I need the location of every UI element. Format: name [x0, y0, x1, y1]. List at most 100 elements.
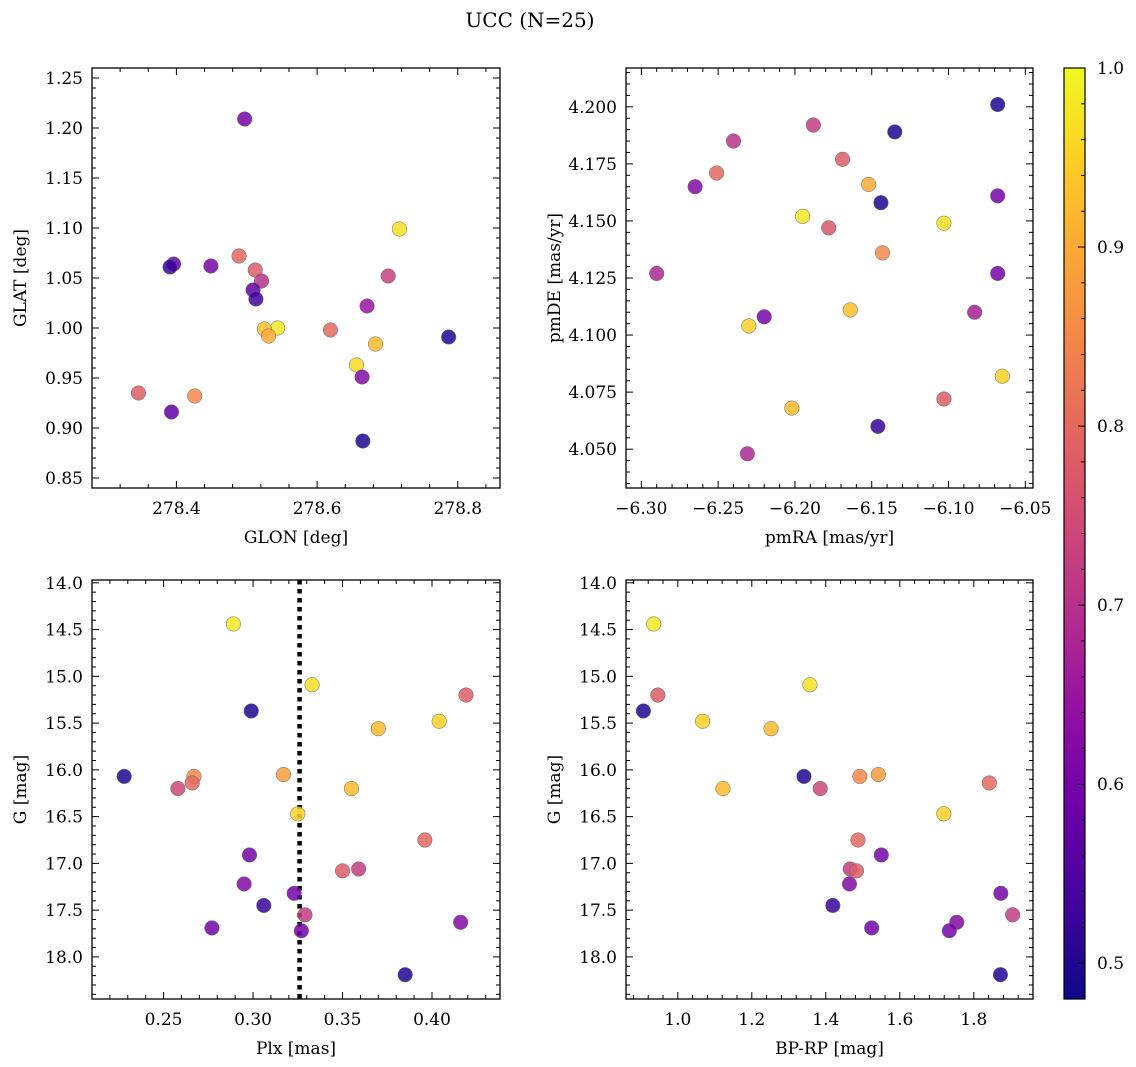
y-axis-label: GLAT [deg]: [11, 229, 31, 327]
scatter-point: [290, 806, 306, 822]
scatter-point: [887, 124, 903, 140]
scatter-point: [990, 188, 1006, 204]
scatter-point: [293, 923, 309, 939]
y-tick-label: 1.10: [45, 219, 83, 239]
points: [116, 580, 474, 999]
y-tick-label: 4.125: [568, 269, 617, 289]
scatter-point: [236, 876, 252, 892]
scatter-point: [359, 298, 375, 314]
scatter-point: [322, 322, 339, 338]
scatter-point: [441, 329, 457, 345]
x-tick-label: 278.4: [152, 499, 201, 519]
x-tick-label: 1.6: [886, 1010, 913, 1030]
x-tick-label: −6.10: [922, 499, 974, 519]
scatter-point: [795, 208, 811, 224]
scatter-point: [163, 404, 180, 420]
y-tick-label: 0.85: [45, 469, 83, 489]
scatter-point: [941, 923, 957, 939]
y-axis-label: G [mag]: [11, 755, 31, 824]
scatter-point: [304, 677, 320, 693]
figure-title: UCC (N=25): [465, 8, 594, 32]
scatter-point: [870, 766, 886, 783]
scatter-point: [796, 768, 812, 784]
scatter-panel-4: 1.0 1.2 1.4 1.6 1.8 14.0 14.5 15.0 15.5 16.0 16.5 1…: [545, 574, 1034, 1059]
scatter-point: [848, 863, 865, 879]
y-axis-label: pmDE [mas/yr]: [545, 213, 565, 343]
y-tick-label: 4.100: [568, 326, 617, 346]
scatter-point: [861, 176, 877, 192]
y-axis-label: G [mag]: [545, 755, 565, 824]
scatter-point: [864, 920, 880, 936]
scatter-point: [739, 446, 755, 462]
scatter-point: [431, 713, 447, 729]
scatter-point: [842, 302, 858, 318]
x-tick-label: −6.25: [692, 499, 744, 519]
scatter-point: [873, 847, 889, 863]
x-tick-label: 1.0: [664, 1010, 691, 1030]
scatter-point: [203, 258, 219, 274]
scatter-point: [204, 920, 220, 936]
y-tick-label: 4.150: [568, 212, 617, 232]
scatter-point: [225, 616, 241, 632]
scatter-panel-2: −6.30 −6.25 −6.20 −6.15 −6.10 −6.05 4.050 4.075…: [545, 67, 1051, 548]
scatter-point: [453, 914, 469, 930]
y-tick-label: 1.20: [45, 119, 83, 139]
axes-frame: [625, 579, 1034, 1000]
y-tick-label: 16.5: [45, 808, 83, 828]
scatter-point: [695, 713, 711, 729]
scatter-point: [981, 775, 997, 791]
y-tick-label: 16.0: [579, 761, 617, 781]
panels: 278.4 278.6 278.8 0.85 0.90 0.95 1.00 1.05 1.10 1…: [11, 67, 1051, 1059]
scatter-point: [391, 221, 407, 237]
y-tick-label: 16.0: [45, 761, 83, 781]
y-tick-label: 17.0: [45, 854, 83, 874]
scatter-point: [741, 318, 757, 334]
scatter-point: [850, 832, 866, 848]
x-axis-label: pmRA [mas/yr]: [765, 528, 894, 548]
y-tick-label: 16.5: [579, 808, 617, 828]
scatter-point: [763, 721, 779, 737]
scatter-point: [1005, 907, 1021, 923]
x-tick-label: 1.4: [812, 1010, 839, 1030]
scatter-point: [170, 781, 186, 797]
scatter-point: [275, 766, 292, 783]
scatter-point: [709, 165, 725, 181]
scatter-point: [687, 179, 703, 195]
scatter-point: [231, 248, 247, 264]
scatter-point: [286, 885, 302, 901]
scatter-point: [650, 687, 666, 703]
scatter-point: [936, 215, 952, 231]
scatter-point: [873, 195, 889, 211]
scatter-point: [355, 433, 371, 449]
scatter-point: [237, 111, 253, 127]
colorbar-tick-label: 0.7: [1097, 596, 1124, 616]
scatter-point: [397, 967, 413, 983]
scatter-point: [241, 847, 258, 863]
x-axis-label: GLON [deg]: [244, 528, 348, 548]
colorbar-tick-label: 0.9: [1097, 238, 1124, 258]
scatter-point: [936, 806, 952, 822]
x-tick-label: 1.8: [960, 1010, 987, 1030]
tick-marks: [91, 67, 500, 489]
colorbar-tick-label: 0.8: [1097, 417, 1124, 437]
scatter-point: [184, 775, 200, 791]
scatter-panel-3: 0.25 0.30 0.35 0.40 14.0 14.5 15.0 15.5 16.0 16.5…: [11, 574, 501, 1059]
y-tick-label: 14.0: [45, 574, 83, 594]
scatter-point: [802, 677, 818, 693]
y-tick-label: 14.5: [579, 621, 617, 641]
axes-frame: [91, 579, 501, 1000]
scatter-point: [243, 703, 259, 719]
scatter-point: [116, 768, 132, 784]
y-tick-label: 18.0: [45, 948, 83, 968]
scatter-point: [994, 368, 1010, 384]
scatter-point: [248, 291, 264, 307]
y-tick-label: 1.05: [45, 269, 83, 289]
scatter-point: [370, 721, 386, 737]
scatter-point: [187, 388, 203, 404]
scatter-point: [821, 220, 837, 236]
y-tick-label: 17.0: [579, 854, 617, 874]
y-tick-label: 15.0: [45, 667, 83, 687]
points: [649, 96, 1010, 462]
scatter-point: [874, 245, 891, 261]
